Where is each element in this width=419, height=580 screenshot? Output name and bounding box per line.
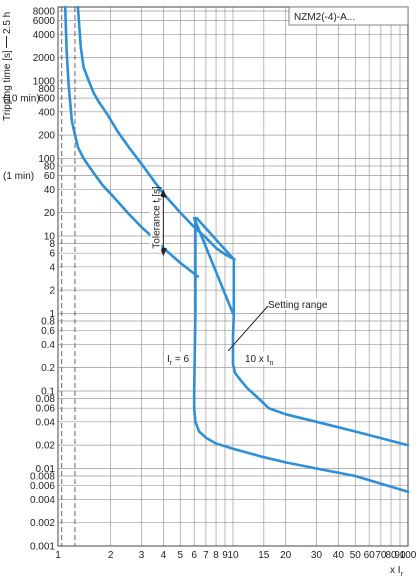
x-tick-label: 6 (191, 550, 197, 561)
y-tick-label: 800 (38, 84, 55, 95)
tolerance-label: Tolerance tr[s] (151, 186, 163, 249)
x-tick-label: 3 (139, 550, 145, 561)
y-tick-label: 2000 (33, 53, 56, 64)
y-tick-label: 400 (38, 107, 55, 118)
ir-label: Ir = 6 (166, 352, 192, 367)
setting-range-label-bg (267, 298, 327, 310)
x-tick-label: 7 (203, 550, 209, 561)
x-tick-label: 15 (258, 550, 270, 561)
y-tick-label: 6 (49, 249, 55, 260)
x-tick-label: 5 (178, 550, 184, 561)
tolerance-label-bg (150, 194, 162, 251)
x-tick-label: 8 (213, 550, 219, 561)
chart-title: NZM2(-4)-A... (294, 12, 355, 23)
tolerance-arrow-down (159, 248, 167, 257)
y-tick-label: 4000 (33, 30, 56, 41)
y-tick-label: 1000 (33, 76, 56, 87)
setting-range-annotation: Setting range (227, 298, 328, 352)
y-tick-label: 1 (49, 309, 55, 320)
x-tick-label: 40 (333, 550, 345, 561)
y-tick-label: 0.4 (41, 340, 55, 351)
y-tick-label: 20 (44, 208, 56, 219)
y-tick-label: 0.1 (41, 386, 55, 397)
x-tick-label: 2 (108, 550, 114, 561)
y-tick-label: 600 (38, 94, 55, 105)
x-tick-label: 30 (311, 550, 323, 561)
y-tick-label: 0.2 (41, 363, 55, 374)
tolerance-annotation: Tolerance tr[s] (150, 186, 167, 257)
setting-range-leader (227, 305, 269, 352)
x-tick-label: 80 (385, 550, 397, 561)
y-tick-label: 0.8 (41, 316, 55, 327)
y-tick-label: 40 (44, 185, 56, 196)
x-tick-label: 60 (364, 550, 376, 561)
y-tick-label: 0.01 (36, 464, 56, 475)
y-axis-label: Tripping time [s] (2, 50, 13, 121)
series-line (192, 216, 410, 494)
tolerance-arrow-up (159, 189, 167, 198)
x-tick-label: 90 (394, 550, 406, 561)
y-side-label: (1 min) (3, 171, 34, 182)
series-line (195, 216, 236, 261)
x-tick-label: 100 (400, 550, 417, 561)
y-tick-label: 0.004 (30, 495, 55, 506)
y-tick-label: 0.008 (30, 472, 55, 483)
series-line (76, 5, 236, 261)
y-tick-label: 0.002 (30, 518, 55, 529)
series-line (231, 257, 410, 447)
x-tick-label: 50 (350, 550, 362, 561)
y-tick-label: 8 (49, 239, 55, 250)
y-tick-label: 100 (38, 154, 55, 165)
y-tick-label: 200 (38, 131, 55, 142)
y-tick-label: 0.006 (30, 481, 55, 492)
y-tick-label: 0.02 (36, 441, 56, 452)
y-tick-label: 80 (44, 161, 56, 172)
x-tick-label: 9 (222, 550, 228, 561)
ir-label-text: Ir = 6 (167, 354, 190, 367)
y-tick-label: 0.04 (36, 417, 56, 428)
series-curves (63, 5, 410, 494)
y-tick-label: 0.6 (41, 326, 55, 337)
setting-range-label: Setting range (268, 300, 328, 311)
y-tick-label: 6000 (33, 16, 56, 27)
y-tick-label: 60 (44, 171, 56, 182)
y-tick-label: 0.001 (30, 542, 55, 553)
ir-label-bg (166, 352, 192, 365)
x-tick-label: 4 (161, 550, 167, 561)
in-label: 10 x In (244, 352, 280, 367)
x-axis-label: x Ir (390, 565, 404, 578)
in-label-text: 10 x In (245, 354, 273, 367)
plot-frame (57, 6, 409, 547)
x-tick-label: 20 (280, 550, 292, 561)
title-box (288, 6, 409, 26)
y-tick-label: 10 (44, 231, 56, 242)
x-tick-label: 1 (55, 550, 61, 561)
x-tick-label: 70 (375, 550, 387, 561)
series-line (192, 216, 235, 315)
grid-lines (57, 7, 409, 547)
y-tick-label: 4 (49, 262, 55, 273)
y-tick-label: 0.06 (36, 404, 56, 415)
in-label-bg (244, 352, 280, 365)
y-tick-label: 0.08 (36, 394, 56, 405)
dashed-reference-lines (61, 7, 76, 546)
tick-labels: 1 2 3 4 5 6 7 8 9 10 15 20 30 40 50 60 70 809010080006000… (3, 6, 417, 561)
x-tick-label: 10 (227, 550, 239, 561)
y-side-label: (10 min) (3, 94, 40, 105)
y-axis-top-label: 2.5 h (2, 12, 13, 34)
y-tick-label: 2 (49, 286, 55, 297)
y-tick-label: 8000 (33, 6, 56, 17)
